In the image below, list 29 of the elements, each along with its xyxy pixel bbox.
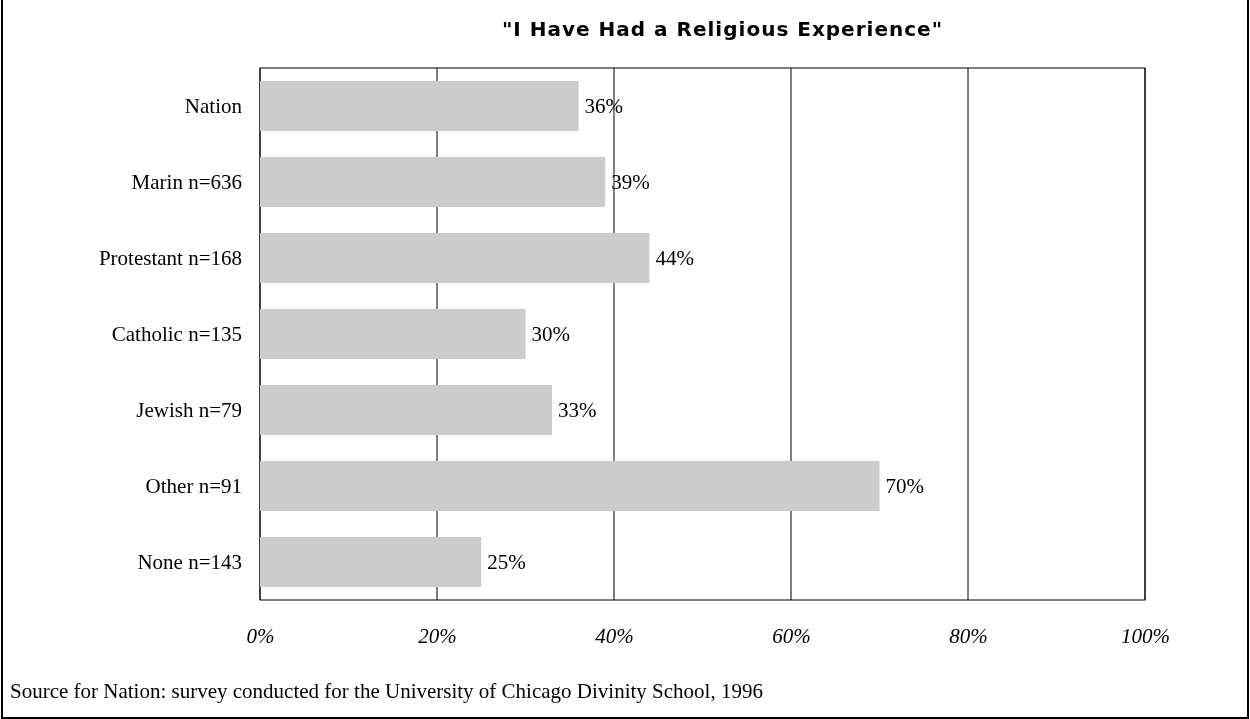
data-label: 30% <box>531 322 570 347</box>
bar <box>260 308 526 360</box>
y-tick-label: Protestant n=168 <box>98 245 242 270</box>
x-tick-label: 100% <box>1121 623 1170 648</box>
data-label: 39% <box>611 170 650 195</box>
x-tick-label: 80% <box>949 623 988 648</box>
data-label: 70% <box>885 474 924 499</box>
y-tick-label: Marin n=636 <box>131 169 242 194</box>
x-tick-label: 0% <box>246 623 275 648</box>
data-label: 25% <box>487 550 526 575</box>
y-tick-label: Nation <box>184 93 243 118</box>
data-label: 44% <box>655 246 694 271</box>
y-tick-label: Catholic n=135 <box>111 321 242 346</box>
bar <box>260 460 880 512</box>
bar <box>260 156 606 208</box>
x-tick-label: 60% <box>772 623 811 648</box>
data-label: 36% <box>584 94 624 119</box>
data-label: 33% <box>558 398 597 423</box>
y-tick-label: Jewish n=79 <box>136 397 242 422</box>
y-tick-label: Other n=91 <box>145 473 242 498</box>
bar <box>260 536 482 588</box>
chart-title: "I Have Had a Religious Experience" <box>501 17 944 41</box>
bar <box>260 232 650 284</box>
y-tick-label: None n=143 <box>137 549 242 574</box>
source-note: Source for Nation: survey conducted for the University of Chicago Divinity School, 1996 <box>10 679 763 703</box>
bar <box>260 80 579 132</box>
x-tick-label: 40% <box>595 623 634 648</box>
x-tick-label: 20% <box>418 623 457 648</box>
bar <box>260 384 553 436</box>
